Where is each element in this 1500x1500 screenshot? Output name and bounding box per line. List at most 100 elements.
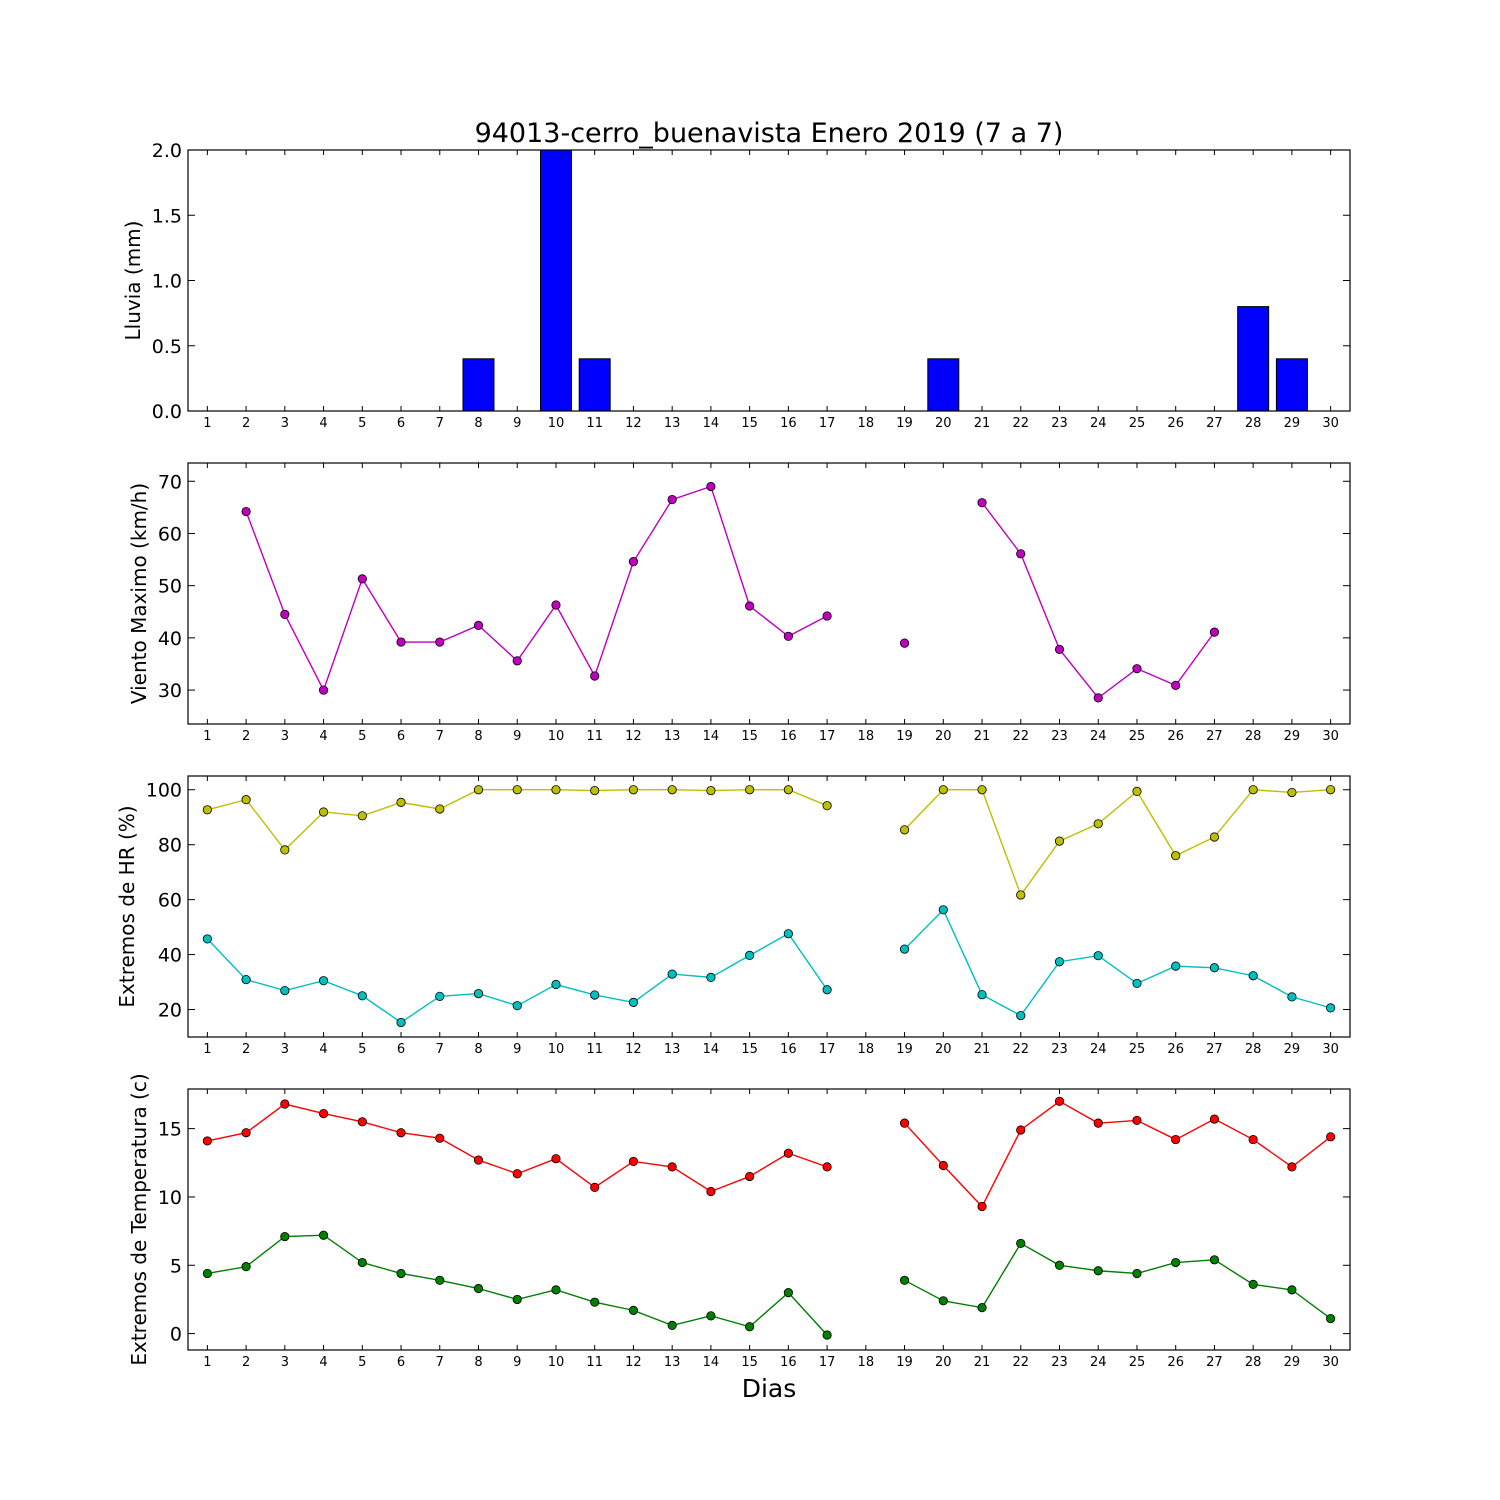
data-point	[1093, 693, 1103, 703]
data-point	[822, 1330, 832, 1340]
x-tick-label: 25	[1129, 1355, 1146, 1370]
x-tick-label: 11	[586, 1042, 603, 1057]
data-point	[822, 985, 832, 995]
data-point	[1326, 1313, 1336, 1324]
x-tick-label: 19	[896, 729, 913, 744]
bar	[1237, 306, 1270, 412]
data-point	[938, 905, 948, 915]
data-point	[706, 785, 716, 796]
series-line	[904, 1242, 1332, 1320]
x-tick-label: 9	[513, 729, 521, 744]
bar	[578, 358, 611, 412]
x-tick-label: 27	[1206, 729, 1223, 744]
x-tick-label: 11	[586, 729, 603, 744]
data-point	[1016, 890, 1026, 900]
panel-humidity: 1 2 3 4 5 6 7 8 9 10 11 12 13 14 15 16 17 18 19 20 21 22 23 24 2…	[115, 775, 1351, 1057]
y-tick-label: 2.0	[152, 140, 182, 162]
panel-wind: 1 2 3 4 5 6 7 8 9 10 11 12 13 14 15 16 17 18 19 20 21 22 23 24 2…	[127, 462, 1351, 744]
data-point	[1209, 627, 1220, 637]
data-point	[706, 1311, 716, 1321]
data-point	[667, 494, 677, 505]
data-point	[1248, 971, 1258, 981]
y-tick-label: 50	[158, 576, 182, 598]
x-tick-label: 23	[1051, 416, 1068, 431]
data-point	[822, 801, 832, 811]
data-point	[512, 1169, 522, 1179]
data-point	[590, 785, 600, 796]
data-point	[1054, 836, 1065, 846]
y-axis-label: Extremos de HR (%)	[115, 805, 139, 1007]
x-tick-label: 1	[203, 1042, 211, 1057]
data-point	[590, 1182, 600, 1192]
data-point	[590, 990, 600, 1000]
y-axis-label: Viento Maximo (km/h)	[127, 483, 151, 704]
series-line	[904, 908, 1331, 1017]
x-tick-label: 10	[548, 416, 565, 431]
x-tick-label: 15	[741, 1042, 758, 1057]
y-axis-label: Lluvia (mm)	[121, 221, 145, 341]
data-point	[938, 1296, 948, 1306]
data-point	[1132, 664, 1142, 674]
data-point	[628, 1156, 639, 1167]
y-tick-label: 40	[158, 628, 182, 650]
data-point	[977, 1303, 987, 1313]
bar	[927, 358, 960, 412]
x-tick-label: 6	[397, 1355, 405, 1370]
x-tick-label: 23	[1051, 1355, 1068, 1370]
x-tick-label: 4	[319, 1355, 327, 1370]
x-tick-label: 17	[819, 729, 836, 744]
x-tick-label: 6	[397, 729, 405, 744]
panels: 1 2 3 4 5 6 7 8 9 10 11 12 13 14 15 16 17 18 19 20 21 22 23 24 2…	[115, 140, 1351, 1370]
x-tick-label: 21	[974, 1355, 991, 1370]
data-point	[977, 1201, 987, 1212]
axes-frame	[187, 775, 1351, 1038]
data-point	[706, 481, 716, 492]
data-point	[1326, 1003, 1336, 1013]
data-point	[783, 785, 793, 795]
x-tick-label: 10	[548, 1355, 565, 1370]
x-tick-label: 22	[1012, 416, 1029, 431]
data-point	[667, 969, 677, 979]
x-tick-label: 20	[935, 729, 952, 744]
x-tick-label: 1	[203, 729, 211, 744]
data-point	[899, 638, 910, 648]
data-point	[241, 974, 251, 985]
series-2	[202, 905, 1336, 1028]
x-tick-label: 13	[664, 416, 681, 431]
x-tick-label: 14	[703, 1355, 720, 1370]
x-tick-label: 6	[397, 416, 405, 431]
data-point	[357, 1257, 367, 1268]
x-tick-label: 5	[358, 1355, 366, 1370]
data-point	[435, 1133, 445, 1143]
data-point	[435, 804, 445, 814]
x-tick-label: 15	[741, 729, 758, 744]
bar	[462, 358, 495, 412]
x-tick-label: 19	[896, 1042, 913, 1057]
x-tick-label: 17	[819, 416, 836, 431]
data-point	[1093, 819, 1103, 829]
data-point	[1054, 1096, 1065, 1106]
x-tick-label: 1	[203, 1355, 211, 1370]
y-tick-label: 0	[170, 1324, 182, 1346]
x-tick-label: 7	[436, 729, 444, 744]
data-point	[202, 805, 212, 815]
data-point	[357, 1117, 367, 1127]
data-point	[899, 1275, 910, 1285]
x-tick-label: 4	[319, 729, 327, 744]
x-tick-label: 18	[858, 416, 875, 431]
x-tick-label: 30	[1322, 1355, 1339, 1370]
data-point	[202, 1136, 212, 1146]
data-point	[977, 785, 987, 795]
x-tick-label: 25	[1129, 729, 1146, 744]
data-point	[1171, 961, 1181, 971]
data-point	[628, 785, 639, 795]
data-point	[783, 631, 793, 641]
data-point	[280, 985, 290, 996]
y-tick-label: 40	[158, 945, 182, 967]
data-point	[1287, 1162, 1297, 1172]
data-point	[396, 1128, 406, 1138]
data-point	[822, 611, 832, 621]
data-point	[783, 929, 793, 939]
x-tick-label: 18	[858, 1355, 875, 1370]
